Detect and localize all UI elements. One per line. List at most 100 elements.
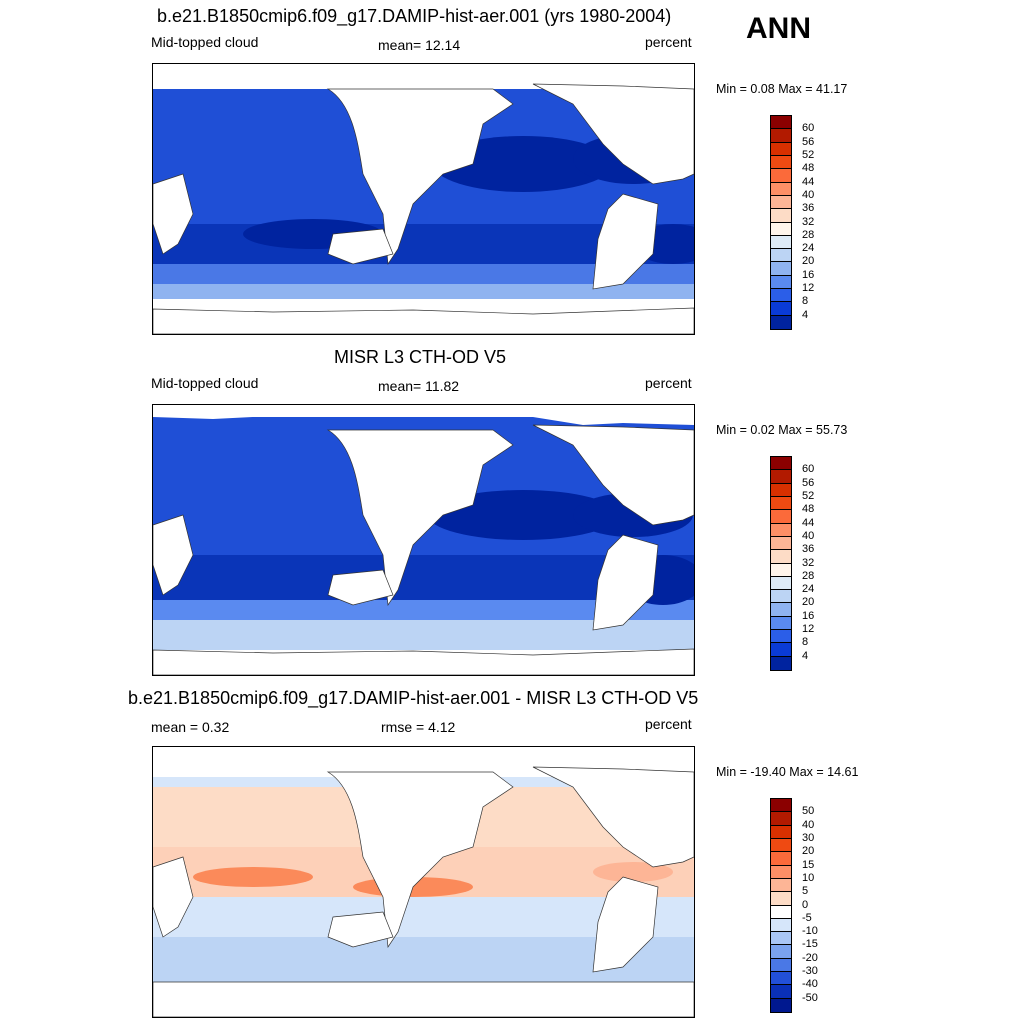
panel1-units: percent <box>645 34 692 50</box>
colorbar-tick-label: 48 <box>802 162 815 175</box>
colorbar-tick-label: 30 <box>802 831 815 844</box>
panel2-minmax: Min = 0.02 Max = 55.73 <box>716 423 848 437</box>
colorbar-swatch <box>771 169 791 183</box>
colorbar-swatch <box>771 116 791 130</box>
panel1-map-svg <box>153 64 694 334</box>
panel2-map-svg <box>153 405 694 675</box>
colorbar-swatch <box>771 799 791 813</box>
colorbar-swatch <box>771 457 791 471</box>
colorbar-swatch <box>771 235 791 250</box>
colorbar-tick-label: 40 <box>802 818 815 831</box>
colorbar-swatch <box>771 643 791 657</box>
panel3-colorbar: 50 40 30 20 15 10 5 0 -5 -10 -15 -20 -30 -40 -50 <box>770 798 818 1013</box>
colorbar-swatch <box>771 838 791 853</box>
colorbar-swatch <box>771 155 791 170</box>
panel2-left-label: Mid-topped cloud <box>151 375 259 391</box>
colorbar-swatch <box>771 315 791 329</box>
colorbar-swatch <box>771 878 791 893</box>
colorbar-swatch <box>771 302 791 316</box>
colorbar-tick-label: -20 <box>802 951 818 964</box>
colorbar-tick-label: 56 <box>802 476 815 489</box>
colorbar-swatch <box>771 852 791 866</box>
colorbar-swatch <box>771 590 791 604</box>
colorbar-swatch <box>771 656 791 670</box>
panel3-mean: mean = 0.32 <box>151 719 230 735</box>
colorbar-swatch <box>771 603 791 617</box>
colorbar-swatch <box>771 536 791 551</box>
panel2-title: MISR L3 CTH-OD V5 <box>334 347 507 367</box>
colorbar-tick-label: 15 <box>802 858 815 871</box>
colorbar-swatch <box>771 630 791 644</box>
colorbar-tick-label: 40 <box>802 529 815 542</box>
colorbar-tick-label: 50 <box>802 805 815 818</box>
panel3-map-svg <box>153 747 694 1017</box>
colorbar-swatch <box>771 249 791 263</box>
colorbar-swatch <box>771 945 791 959</box>
colorbar-swatch <box>771 550 791 564</box>
colorbar-swatch <box>771 483 791 497</box>
colorbar-tick-label: -40 <box>802 978 818 991</box>
colorbar-swatch <box>771 616 791 631</box>
colorbar-tick-label: 24 <box>802 583 815 596</box>
colorbar-swatch <box>771 262 791 276</box>
colorbar-tick-label: 44 <box>802 175 815 188</box>
colorbar-tick-label: 0 <box>802 898 809 911</box>
colorbar-swatch <box>771 129 791 143</box>
panel2-mean: mean= 11.82 <box>378 378 460 394</box>
panel3-units: percent <box>645 716 692 732</box>
colorbar-swatch <box>771 865 791 879</box>
panel1-colorbar: 60 56 52 48 44 40 36 32 28 24 20 16 12 8 4 <box>770 115 814 330</box>
panel1-map <box>152 63 695 335</box>
colorbar-swatch <box>771 825 791 839</box>
colorbar-swatch <box>771 496 791 511</box>
colorbar-tick-label: 12 <box>802 282 815 295</box>
colorbar-swatch <box>771 182 791 196</box>
panel3-rmse: rmse = 4.12 <box>381 719 456 735</box>
colorbar-swatch <box>771 289 791 303</box>
panel2-colorbar: 60 56 52 48 44 40 36 32 28 24 20 16 12 8 4 <box>770 456 814 671</box>
colorbar-swatch <box>771 470 791 484</box>
colorbar-swatch <box>771 918 791 933</box>
colorbar-tick-label: 56 <box>802 135 815 148</box>
colorbar-swatch <box>771 905 791 919</box>
colorbar-swatch <box>771 523 791 537</box>
colorbar-tick-label: 52 <box>802 489 815 502</box>
colorbar-tick-label: -10 <box>802 925 818 938</box>
colorbar-swatch <box>771 209 791 223</box>
panel2-map <box>152 404 695 676</box>
colorbar-tick-label: 10 <box>802 871 815 884</box>
season-label: ANN <box>746 12 811 45</box>
colorbar-tick-label: 36 <box>802 543 815 556</box>
colorbar-tick-label: 44 <box>802 516 815 529</box>
colorbar-tick-label: 60 <box>802 122 815 135</box>
colorbar-swatch <box>771 972 791 986</box>
colorbar-tick-label: 52 <box>802 148 815 161</box>
panel1-minmax: Min = 0.08 Max = 41.17 <box>716 82 848 96</box>
colorbar-tick-label: 20 <box>802 596 815 609</box>
panel1-title: b.e21.B1850cmip6.f09_g17.DAMIP-hist-aer.… <box>157 6 672 26</box>
colorbar-tick-label: 32 <box>802 556 815 569</box>
colorbar-boxes <box>770 115 792 330</box>
colorbar-tick-label: 4 <box>802 649 809 662</box>
colorbar-tick-label: 12 <box>802 623 815 636</box>
colorbar-swatch <box>771 195 791 210</box>
colorbar-tick-label: 24 <box>802 242 815 255</box>
colorbar-tick-label: 8 <box>802 636 809 649</box>
panel1-mean: mean= 12.14 <box>378 37 461 53</box>
colorbar-tick-label: 16 <box>802 268 815 281</box>
colorbar-tick-label: 20 <box>802 845 815 858</box>
panel3-title: b.e21.B1850cmip6.f09_g17.DAMIP-hist-aer.… <box>128 688 699 708</box>
colorbar-tick-label: 48 <box>802 503 815 516</box>
colorbar-swatch <box>771 275 791 290</box>
colorbar-tick-label: 16 <box>802 609 815 622</box>
colorbar-tick-label: 40 <box>802 188 815 201</box>
colorbar-tick-label: 8 <box>802 295 809 308</box>
panel3-map <box>152 746 695 1018</box>
panel3-minmax: Min = -19.40 Max = 14.61 <box>716 765 859 779</box>
colorbar-swatch <box>771 576 791 591</box>
colorbar-tick-label: -30 <box>802 965 818 978</box>
colorbar-swatch <box>771 892 791 906</box>
colorbar-swatch <box>771 958 791 973</box>
colorbar-swatch <box>771 812 791 826</box>
colorbar-swatch <box>771 142 791 156</box>
